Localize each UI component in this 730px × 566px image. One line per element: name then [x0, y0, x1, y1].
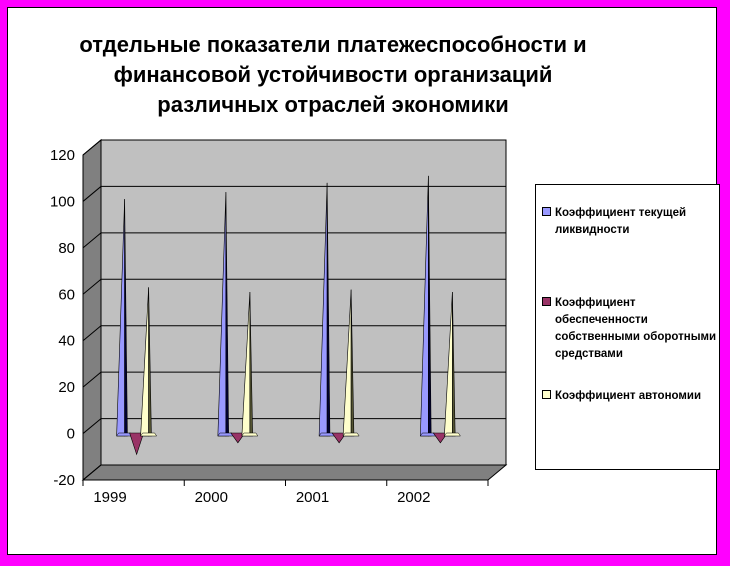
cone-2-down [230, 432, 246, 444]
gridline [82, 185, 506, 202]
legend-swatch-liquidity [542, 207, 551, 216]
cone-2-down [331, 432, 347, 444]
y-tick-label: 0 [67, 426, 75, 443]
gridline [82, 278, 506, 295]
chart-area: отдельные показатели платежеспособности … [7, 7, 720, 555]
y-tick-label: 120 [50, 147, 75, 164]
y-tick-label: -20 [53, 472, 75, 489]
y-tick-label: 40 [58, 333, 75, 350]
floor [81, 464, 508, 481]
cone-2-down [129, 432, 145, 456]
gridline [82, 139, 506, 156]
chart-legend: Коэффициент текущей ликвидности Коэффици… [535, 184, 720, 470]
x-tick-label: 2002 [397, 489, 430, 506]
gridline [82, 464, 506, 481]
y-tick-label: 100 [50, 193, 75, 210]
cone-3-base [241, 432, 259, 437]
x-tick-label: 2000 [195, 489, 228, 506]
y-tick-label: 80 [58, 240, 75, 257]
legend-label-provision: Коэффициент обеспеченности собственными … [555, 297, 717, 360]
gridline [82, 325, 506, 342]
y-tick-label: 20 [58, 379, 75, 396]
legend-swatch-autonomy [542, 390, 551, 399]
cone-chart: 120 100 80 60 40 20 0 -20 1999 2000 2001 2002 [50, 138, 508, 506]
x-tick-label: 2001 [296, 489, 329, 506]
y-tick-label: 60 [58, 286, 75, 303]
gridline [82, 371, 506, 388]
chart-title-line-3: различных отраслей экономики [157, 92, 509, 117]
cone-2-down [432, 432, 448, 444]
x-tick-label: 1999 [93, 489, 126, 506]
gridline [82, 232, 506, 249]
gridline [82, 418, 506, 434]
chart-title-line-2: финансовой устойчивости организаций [113, 62, 553, 87]
cone-3-base [342, 432, 360, 437]
chart-title: отдельные показатели платежеспособности … [8, 30, 658, 120]
legend-label-autonomy: Коэффициент автономии [555, 390, 702, 402]
legend-swatch-provision [542, 297, 551, 306]
legend-label-liquidity: Коэффициент текущей ликвидности [555, 207, 687, 236]
cone-3-base [140, 432, 158, 437]
cone-3-base [443, 432, 461, 437]
side-wall [82, 138, 102, 482]
chart-title-line-1: отдельные показатели платежеспособности … [79, 32, 587, 57]
